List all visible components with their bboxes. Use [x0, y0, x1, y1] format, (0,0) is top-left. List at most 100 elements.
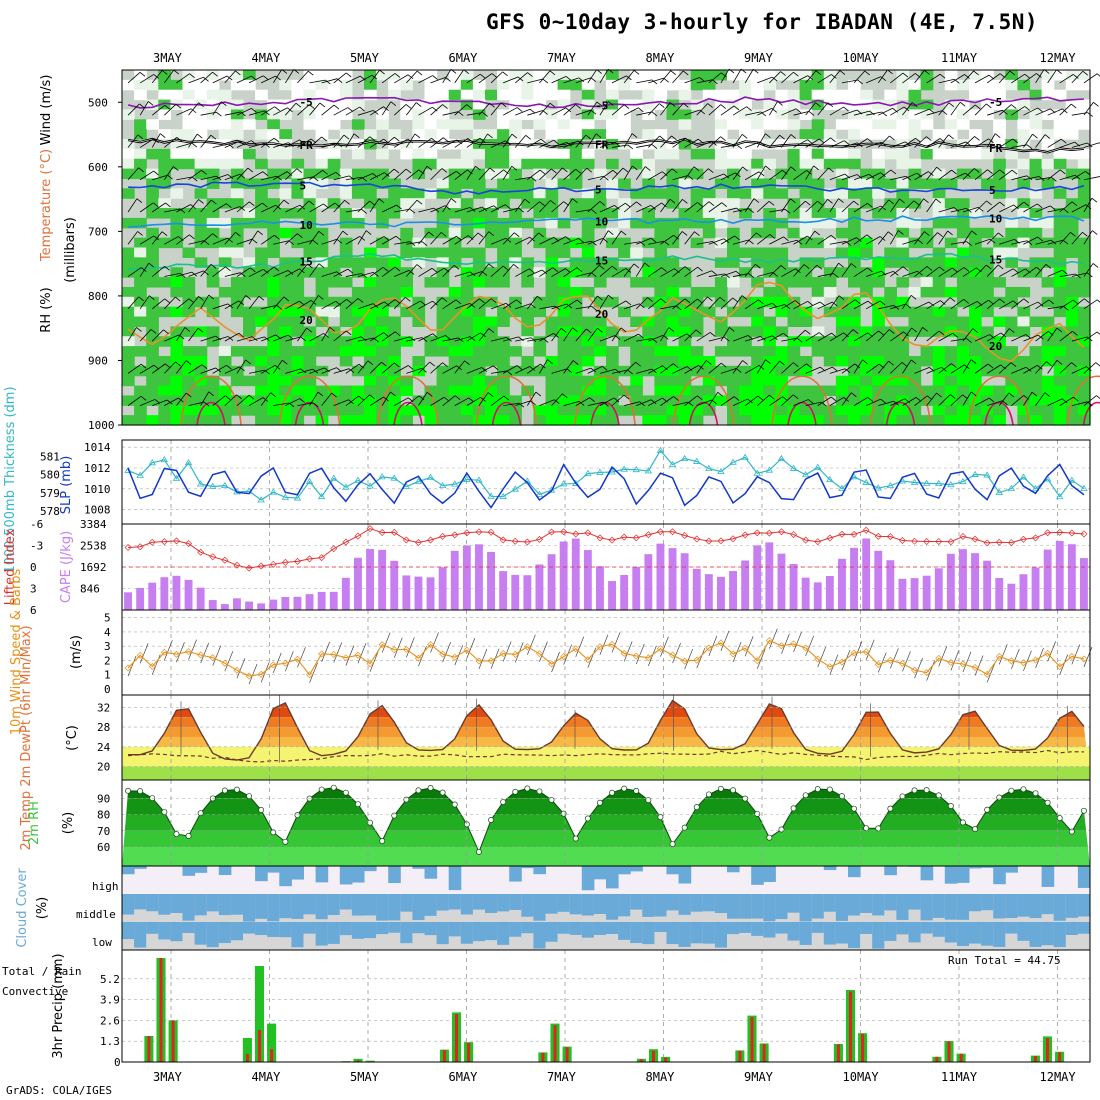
rh2m-marker	[705, 791, 712, 798]
rh-cell	[472, 129, 486, 140]
wind-barb-flag	[777, 101, 783, 106]
rh-cell	[642, 415, 655, 426]
li-marker	[548, 528, 556, 536]
wind-barb	[660, 70, 672, 84]
temp-ytick: 20	[97, 761, 110, 774]
wind-barb-flag	[345, 330, 352, 336]
li-ytick: 0	[30, 561, 37, 574]
rh-cell	[557, 375, 571, 387]
rh-cell	[1053, 277, 1067, 288]
isotherm-5	[128, 181, 1085, 195]
rh2m-marker	[887, 805, 894, 812]
rh-cell	[1077, 178, 1091, 189]
cloud-bar	[388, 866, 401, 884]
rh-cell	[1077, 257, 1091, 268]
rh-cell	[351, 316, 365, 327]
rh-cell	[848, 188, 861, 199]
wind-barb	[406, 300, 421, 310]
rh-cell	[884, 178, 897, 189]
wind-barb-flag	[813, 165, 819, 171]
wind-barb-flag	[867, 300, 874, 306]
isotherm-label: 15	[595, 254, 608, 267]
wind-barb	[1035, 176, 1052, 181]
wind-barb-flag	[153, 364, 160, 370]
rh2m-marker	[935, 792, 942, 799]
date-label-bottom: 12MAY	[1040, 1070, 1077, 1084]
wind-barb	[757, 335, 773, 342]
rh2m-marker	[367, 819, 373, 826]
wind-barb	[999, 238, 1015, 245]
wind-barb	[793, 200, 806, 213]
wind-barb	[503, 336, 519, 342]
cloud-bar	[1053, 894, 1067, 921]
rh-cell	[339, 405, 353, 416]
rh-cell	[932, 247, 946, 258]
rh-cell	[690, 296, 704, 308]
wind10-barb	[865, 639, 875, 660]
cape-bar	[850, 547, 858, 610]
rh-cell	[485, 217, 498, 229]
wind-barb	[345, 273, 362, 277]
rh-cell	[267, 286, 280, 298]
rh-cell	[315, 385, 329, 397]
wind-barb	[297, 138, 312, 148]
rh-cell	[485, 89, 498, 101]
wind-barb	[406, 337, 423, 342]
wind-barb	[176, 142, 192, 148]
rh-cell	[932, 306, 946, 318]
wind-barb-flag	[136, 327, 142, 332]
wind-barb	[938, 332, 953, 342]
rh-cell	[255, 405, 268, 416]
rh-cell	[388, 326, 401, 337]
wind-barb	[490, 102, 502, 116]
wind-barb-flag	[1056, 327, 1063, 333]
wind-barb	[127, 231, 138, 245]
rh-cell	[460, 168, 474, 180]
rh-cell	[460, 217, 474, 229]
rh-cell	[194, 395, 208, 406]
rh-cell	[1029, 227, 1043, 239]
rh-cell	[654, 129, 668, 140]
wind-barb	[1071, 70, 1084, 84]
rh2m-marker	[294, 812, 301, 819]
cloud-bar	[315, 866, 329, 883]
wind-barb-flag	[712, 241, 718, 246]
wind-barb	[333, 268, 349, 277]
wind-barb-flag	[227, 336, 234, 341]
wind-barb	[599, 294, 609, 310]
rh-cell	[944, 415, 958, 426]
wind-barb-flag	[572, 327, 578, 333]
wind-barb	[938, 363, 952, 374]
rh-cell	[981, 306, 994, 318]
wind-barb	[369, 138, 384, 148]
cloud-bar	[303, 894, 317, 915]
rh-cell	[1005, 79, 1018, 91]
wind-barb-flag	[489, 167, 495, 173]
rh-cell	[1017, 227, 1031, 239]
rh-cell	[630, 375, 643, 387]
wind-barb-flag	[1048, 299, 1055, 305]
wind-barb-flag	[724, 336, 730, 342]
wind-barb	[478, 365, 494, 374]
wind-barb-flag	[264, 110, 270, 116]
rh-cell	[545, 70, 559, 81]
wind-barb-flag	[971, 230, 977, 236]
wind-barb-flag	[1025, 334, 1032, 339]
wind-barb	[950, 141, 967, 148]
cloud-bar	[218, 866, 232, 876]
rh-cell	[956, 217, 970, 229]
wind-barb-flag	[405, 296, 411, 302]
rh-cell	[618, 139, 631, 150]
wind-barb	[696, 141, 712, 148]
rh-cell	[872, 188, 885, 199]
rh-cell	[509, 168, 522, 180]
wind-barb-flag	[1037, 301, 1044, 307]
cloud-bar	[835, 922, 849, 944]
wind10-barb	[769, 628, 778, 649]
precip-conv-bar	[356, 1060, 360, 1062]
cloud-bar	[364, 894, 377, 916]
li-marker	[269, 560, 277, 568]
wind-barb	[369, 301, 385, 310]
wind-barb-flag	[756, 232, 762, 238]
rh-cell	[146, 326, 159, 337]
